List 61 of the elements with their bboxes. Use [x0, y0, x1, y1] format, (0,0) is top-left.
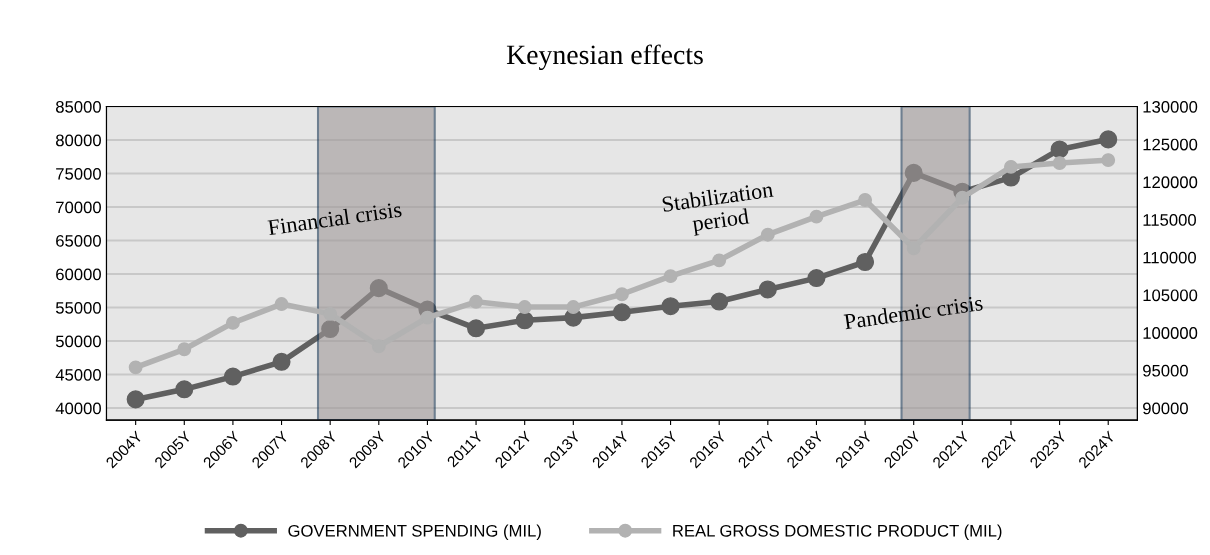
point: [469, 294, 484, 309]
point: [856, 252, 875, 272]
point: [663, 269, 678, 284]
point: [323, 306, 338, 321]
point: [420, 310, 435, 325]
point: [467, 319, 486, 338]
legend-label: REAL GROSS DOMESTIC PRODUCT (MIL): [673, 524, 1002, 540]
legend-label: GOVERNMENT SPENDING (MIL): [288, 524, 541, 540]
y-tick-label: 85000: [56, 100, 101, 113]
chart-title: Keynesian effects: [506, 44, 703, 70]
point: [1004, 159, 1018, 174]
y-tick-label: 60000: [56, 268, 101, 281]
point: [710, 292, 729, 311]
point: [128, 360, 143, 375]
point: [1101, 153, 1116, 168]
point: [661, 297, 680, 316]
point: [614, 287, 629, 302]
point: [1050, 140, 1069, 159]
y-tick-label: 40000: [55, 402, 101, 415]
point: [760, 227, 775, 242]
y-tick-label: 80000: [56, 134, 101, 147]
point: [807, 269, 826, 288]
point: [515, 311, 534, 330]
y2-tick-label: 115000: [1143, 214, 1196, 226]
point: [321, 319, 340, 339]
point: [175, 380, 194, 399]
y-tick-label: 50000: [55, 335, 101, 348]
y2-tick-label: 100000: [1143, 327, 1198, 339]
point: [1099, 130, 1118, 149]
point: [858, 193, 873, 207]
point: [177, 342, 192, 357]
y-tick-label: 55000: [55, 301, 101, 314]
point: [712, 253, 727, 268]
y2-tick-label: 105000: [1143, 289, 1198, 302]
y2-tick-label: 120000: [1143, 176, 1198, 189]
point: [517, 300, 532, 315]
point: [126, 390, 145, 409]
y2-tick-label: 90000: [1143, 402, 1188, 415]
point: [758, 280, 777, 299]
point: [904, 163, 923, 182]
point: [223, 367, 242, 386]
y2-tick-label: 130000: [1143, 100, 1198, 113]
y-tick-label: 75000: [56, 167, 101, 180]
annotation: Pandemic crisis: [843, 294, 984, 330]
y2-tick-label: 95000: [1143, 364, 1188, 377]
y2-tick-label: 110000: [1143, 251, 1196, 264]
point: [809, 209, 824, 224]
point: [225, 315, 240, 330]
point: [1052, 156, 1067, 171]
point: [955, 190, 970, 205]
point: [612, 303, 631, 322]
y-tick-label: 45000: [55, 368, 101, 381]
annotation: Stabilization period: [662, 181, 774, 236]
point: [369, 279, 388, 298]
y-tick-label: 70000: [56, 201, 101, 214]
y-tick-label: 65000: [56, 234, 101, 247]
point: [274, 297, 289, 311]
point: [272, 352, 291, 371]
point: [566, 300, 581, 315]
annotation: Financial crisis: [267, 201, 402, 236]
y2-tick-label: 125000: [1143, 138, 1198, 151]
